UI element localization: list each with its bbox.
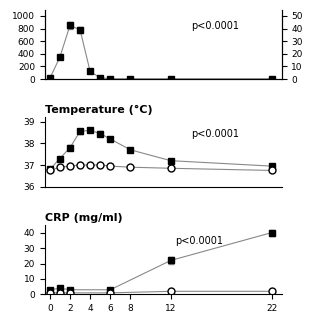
Text: p<0.0001: p<0.0001 (175, 236, 223, 246)
Text: Temperature (°C): Temperature (°C) (45, 105, 152, 115)
Text: CRP (mg/ml): CRP (mg/ml) (45, 213, 123, 223)
Text: p<0.0001: p<0.0001 (192, 129, 240, 139)
Text: p<0.0001: p<0.0001 (192, 21, 240, 31)
